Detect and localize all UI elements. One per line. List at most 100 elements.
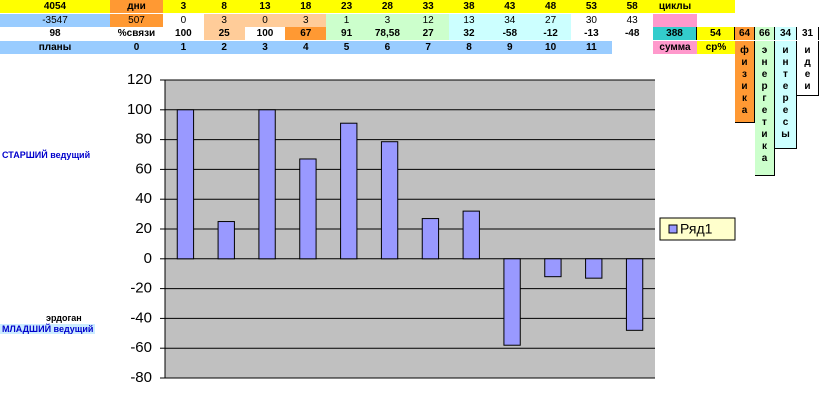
cell: 1 <box>326 13 367 27</box>
bar <box>258 109 276 260</box>
legend-label: Ряд1 <box>680 221 713 237</box>
cell: 58 <box>611 0 653 13</box>
cell: 1 <box>163 40 204 54</box>
cell: 64 <box>735 27 755 40</box>
cell: ср% <box>697 40 735 54</box>
bar <box>462 210 480 260</box>
cell: циклы <box>653 0 697 13</box>
vertical-header: энергетика <box>755 40 775 176</box>
cell: 0 <box>110 40 163 54</box>
cell: 43 <box>611 13 653 27</box>
cell: 91 <box>326 27 367 40</box>
bar <box>585 258 603 279</box>
cell: 28 <box>367 0 408 13</box>
bar <box>299 158 317 260</box>
cell: 5 <box>326 40 367 54</box>
cell: планы <box>0 40 110 54</box>
cell: 7 <box>407 40 449 54</box>
cell: 100 <box>163 27 204 40</box>
cell: 507 <box>110 13 163 27</box>
cell: 34 <box>489 13 531 27</box>
vertical-header: физика <box>735 40 755 123</box>
bar <box>176 109 195 260</box>
bar <box>544 258 562 278</box>
cell: 66 <box>755 27 775 40</box>
y-tick-label: -80 <box>130 369 152 386</box>
cell: 54 <box>697 27 735 40</box>
senior-label: СТАРШИЙ ведущий <box>2 150 91 160</box>
y-tick-label: 20 <box>135 220 152 237</box>
cell: -3547 <box>0 13 110 27</box>
y-tick-label: 100 <box>127 101 152 118</box>
cell: 0 <box>163 13 204 27</box>
cell: дни <box>110 0 163 13</box>
cell: 43 <box>489 0 531 13</box>
cell: 9 <box>489 40 531 54</box>
cell: 27 <box>530 13 571 27</box>
cell: %связи <box>110 27 163 40</box>
legend-box <box>659 217 736 241</box>
cell: 10 <box>530 40 571 54</box>
cell: 13 <box>244 0 286 13</box>
bar <box>421 218 440 260</box>
vertical-header: интересы <box>775 40 797 149</box>
y-tick-label: 60 <box>135 160 152 177</box>
bar <box>340 122 358 260</box>
cell: -48 <box>611 27 653 40</box>
erdogan-label: эрдоган <box>46 313 82 323</box>
cell: 25 <box>203 27 245 40</box>
vertical-header: идеи <box>797 40 819 96</box>
cell: 48 <box>530 0 571 13</box>
cell: 30 <box>571 13 612 27</box>
cell: 6 <box>367 40 408 54</box>
cell: -13 <box>571 27 612 40</box>
cell: 12 <box>407 13 449 27</box>
cell: 3 <box>203 13 245 27</box>
cell: 18 <box>285 0 327 13</box>
bar <box>625 258 644 331</box>
cell: 8 <box>448 40 490 54</box>
cell: 11 <box>571 40 612 54</box>
y-tick-label: 80 <box>135 131 152 148</box>
cell: 34 <box>775 27 797 40</box>
cell: 33 <box>407 0 449 13</box>
cell-fill <box>653 13 697 27</box>
cell: 13 <box>448 13 490 27</box>
cell: 27 <box>407 27 449 40</box>
cell-fill <box>697 0 735 13</box>
cell: 4 <box>285 40 327 54</box>
cell: 67 <box>285 27 327 40</box>
cell: 100 <box>244 27 286 40</box>
cell: 2 <box>203 40 245 54</box>
bar <box>503 258 521 346</box>
cell: 3 <box>367 13 408 27</box>
cell: 3 <box>285 13 327 27</box>
cell: 3 <box>244 40 286 54</box>
cell: 0 <box>244 13 286 27</box>
cell: 31 <box>797 27 819 40</box>
y-tick-label: -20 <box>130 280 152 297</box>
cell: 3 <box>163 0 204 13</box>
cell: -58 <box>489 27 531 40</box>
cell: 53 <box>571 0 612 13</box>
cell: 23 <box>326 0 367 13</box>
cell: 32 <box>448 27 490 40</box>
cell: 8 <box>203 0 245 13</box>
junior-label: МЛАДШИЙ ведущий <box>0 324 96 334</box>
y-tick-label: -60 <box>130 339 152 356</box>
cell: 388 <box>653 27 697 40</box>
cell: сумма <box>653 40 697 54</box>
cell: 4054 <box>0 0 110 13</box>
bar <box>217 221 235 260</box>
y-tick-label: 0 <box>144 250 152 267</box>
cell: 98 <box>0 27 110 40</box>
y-tick-label: 120 <box>127 71 152 88</box>
cell: -12 <box>530 27 571 40</box>
legend-swatch <box>668 224 678 234</box>
cell: 38 <box>448 0 490 13</box>
bar <box>380 141 399 260</box>
cell: 78,58 <box>367 27 408 40</box>
y-tick-label: -40 <box>130 309 152 326</box>
